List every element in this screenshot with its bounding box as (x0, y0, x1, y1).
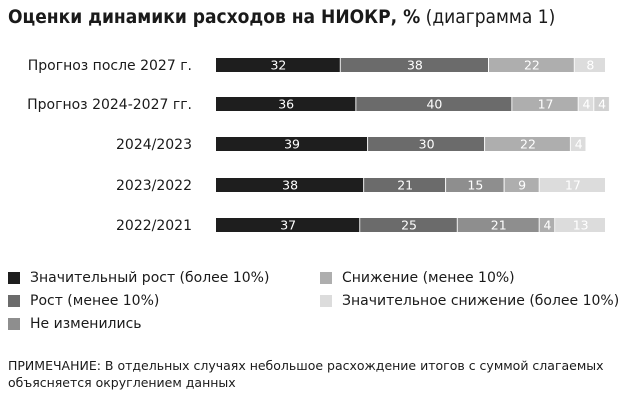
legend-swatch (320, 272, 332, 284)
bar-separator (573, 58, 575, 72)
bar-separator (484, 137, 486, 151)
bar-value-label: 9 (518, 178, 526, 193)
bar-value-label: 8 (586, 58, 594, 73)
chart-title: Оценки динамики расходов на НИОКР, % (ди… (8, 6, 555, 28)
bar-separator (593, 97, 595, 111)
bar-separator (367, 137, 369, 151)
bar-value-label: 39 (284, 137, 300, 152)
bar-separator (538, 178, 540, 192)
bar-segment (216, 218, 361, 232)
category-label: 2023/2022 (116, 178, 192, 194)
bar-separator (339, 58, 341, 72)
bar-segment (570, 137, 587, 151)
category-label: Прогноз после 2027 г. (28, 58, 192, 74)
bar-value-label: 17 (538, 97, 554, 112)
legend-label: Значительный рост (более 10%) (30, 270, 270, 286)
bar-value-label: 38 (407, 58, 423, 73)
bar-segment (489, 58, 575, 72)
footnote: ПРИМЕЧАНИЕ: В отдельных случаях небольшо… (8, 358, 604, 390)
stacked-bar-chart: Прогноз после 2027 г. 32 38 22 8 Прогноз 2024… (27, 58, 610, 234)
legend-swatch (8, 318, 20, 330)
bar-segment (512, 97, 579, 111)
bar-value-label: 21 (397, 178, 413, 193)
chart-title-bold: Оценки динамики расходов на НИОКР, % (8, 6, 421, 28)
legend-label: Не изменились (30, 316, 142, 332)
bar-segment (216, 137, 369, 151)
bar-separator (605, 58, 606, 72)
bar-separator (445, 178, 447, 192)
legend-swatch (8, 295, 20, 307)
legend-item-significant-growth: Значительный рост (более 10%) (8, 270, 269, 286)
bar-segment (216, 97, 357, 111)
bar-value-label: 37 (280, 218, 296, 233)
bar-separator (538, 218, 540, 232)
bar-separator (585, 137, 587, 151)
legend-item-growth: Рост (менее 10%) (8, 293, 159, 309)
chart-title-normal: (диаграмма 1) (420, 6, 556, 28)
bar-separator (359, 218, 361, 232)
bar-segment (539, 178, 606, 192)
bar-separator (569, 137, 571, 151)
category-label: 2022/2021 (116, 218, 192, 234)
bar-separator (355, 97, 357, 111)
bar-value-label: 36 (278, 97, 294, 112)
legend-swatch (320, 295, 332, 307)
bar-value-label: 4 (598, 97, 606, 112)
category-label: Прогноз 2024-2027 гг. (27, 97, 192, 113)
bar-segment (364, 178, 447, 192)
bar-segment (360, 218, 458, 232)
bar-segment (574, 58, 606, 72)
bar-value-label: 30 (419, 137, 435, 152)
bar-value-label: 4 (544, 218, 552, 233)
bar-segment (340, 58, 489, 72)
bar-separator (577, 97, 579, 111)
bar-separator (363, 178, 365, 192)
bar-value-label: 22 (524, 58, 540, 73)
bar-value-label: 21 (491, 218, 507, 233)
bar-value-label: 40 (426, 97, 442, 112)
bar-value-label: 4 (575, 137, 583, 152)
bar-segment (216, 58, 341, 72)
bar-separator (608, 97, 610, 111)
legend-item-no-change: Не изменились (8, 316, 142, 332)
bar-segment (216, 178, 365, 192)
bar-segment (368, 137, 486, 151)
bar-segment (594, 97, 610, 111)
bar-value-label: 22 (520, 137, 536, 152)
bar-segment (504, 178, 540, 192)
bar-separator (511, 97, 513, 111)
bar-value-label: 4 (583, 97, 591, 112)
bar-segment (539, 218, 556, 232)
bar-value-label: 13 (573, 218, 589, 233)
bar-segment (457, 218, 540, 232)
bar-segment (446, 178, 505, 192)
category-label: 2024/2023 (116, 137, 192, 153)
bar-segment (555, 218, 606, 232)
legend-label: Снижение (менее 10%) (342, 270, 515, 286)
bar-value-label: 38 (282, 178, 298, 193)
bar-separator (605, 178, 606, 192)
bar-value-label: 25 (401, 218, 417, 233)
bar-separator (554, 218, 556, 232)
bar-value-label: 15 (467, 178, 483, 193)
legend-item-significant-decline: Значительное снижение (более 10%) (320, 293, 619, 309)
bar-separator (488, 58, 489, 72)
bar-separator (456, 218, 458, 232)
bar-segment (578, 97, 595, 111)
bar-segment (485, 137, 571, 151)
bar-segment (356, 97, 513, 111)
legend-swatch (8, 272, 20, 284)
legend-label: Значительное снижение (более 10%) (342, 293, 620, 309)
bar-separator (605, 218, 606, 232)
bar-value-label: 17 (565, 178, 581, 193)
bar-separator (503, 178, 505, 192)
bar-value-label: 32 (270, 58, 286, 73)
legend-item-decline: Снижение (менее 10%) (320, 270, 515, 286)
legend-label: Рост (менее 10%) (30, 293, 160, 309)
